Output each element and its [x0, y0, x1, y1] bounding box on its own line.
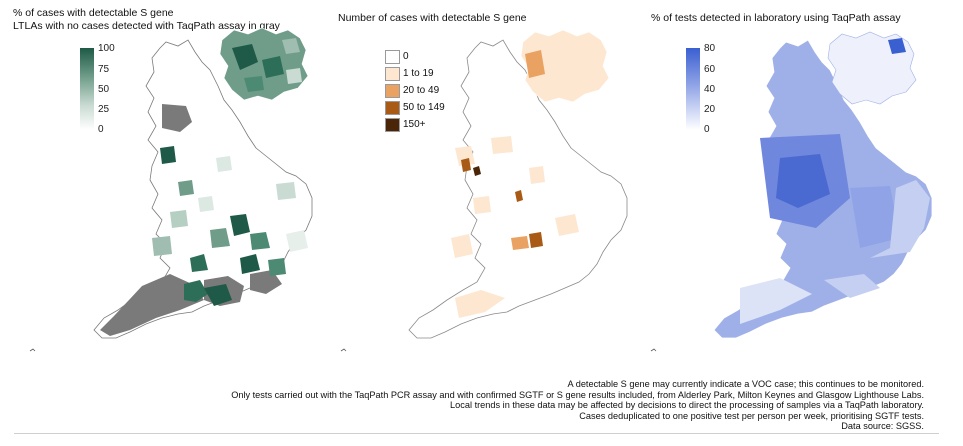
footnote-voc: A detectable S gene may currently indica… [567, 379, 924, 389]
footnote-taqpath-scope: Only tests carried out with the TaqPath … [231, 389, 924, 400]
panel-2-map [408, 29, 628, 339]
panel-1-regions [100, 104, 308, 336]
panel-1-legend [80, 48, 94, 130]
panel-3-legend-tick-0: 0 [704, 124, 710, 135]
panel-1-map [93, 27, 313, 339]
panel-2-legend-label-4: 150+ [403, 119, 426, 130]
panel-2-legend-label-3: 50 to 149 [403, 102, 445, 113]
panel-3-legend-tick-20: 20 [704, 104, 716, 115]
panel-1-title-line-2: LTLAs with no cases detected with TaqPat… [13, 20, 280, 32]
panel-1-title: % of cases with detectable S gene LTLAs … [13, 7, 280, 33]
panel-3-london-inset [827, 31, 917, 105]
panel-3-map [713, 31, 933, 339]
panel-3-title-line-1: % of tests detected in laboratory using … [651, 12, 901, 24]
panel-2-legend-swatch-2 [385, 84, 400, 98]
panel-2-legend-swatch-3 [385, 101, 400, 115]
panel-1-legend-tick-100: 100 [98, 43, 115, 54]
footnote-data-source: Data source: SGSS. [841, 421, 924, 431]
panel-1-title-line-1: % of cases with detectable S gene [13, 7, 174, 19]
panel-3-title: % of tests detected in laboratory using … [651, 12, 901, 25]
panel-1-london-inset [219, 27, 309, 101]
panel-2-legend-label-1: 1 to 19 [403, 68, 434, 79]
panel-2-london-inset [520, 29, 610, 103]
panel-2-legend-swatch-0 [385, 50, 400, 64]
panel-2-title-line-1: Number of cases with detectable S gene [338, 12, 527, 24]
panel-1-legend-colorbar [80, 48, 94, 130]
island-marks [29, 348, 657, 352]
panel-3-legend-tick-80: 80 [704, 43, 716, 54]
panel-2-legend-swatch-4 [385, 118, 400, 132]
panel-2-legend-label-2: 20 to 49 [403, 85, 440, 96]
panel-3-regions [740, 134, 930, 324]
bottom-divider [14, 433, 939, 434]
panel-3-legend-tick-60: 60 [704, 64, 716, 75]
footnote-local-trends: Local trends in these data may be affect… [450, 400, 924, 410]
panel-1-legend-tick-75: 75 [98, 64, 110, 75]
panel-2-legend-label-0: 0 [403, 51, 409, 62]
panel-3-legend-tick-40: 40 [704, 84, 716, 95]
panel-1-legend-tick-50: 50 [98, 84, 110, 95]
panel-3-legend-colorbar [686, 48, 700, 130]
footnote-deduplication: Cases deduplicated to one positive test … [579, 410, 924, 421]
panel-2-title: Number of cases with detectable S gene [338, 12, 527, 25]
panel-1-legend-tick-25: 25 [98, 104, 110, 115]
panel-3-legend [686, 48, 700, 130]
panel-1-legend-tick-0: 0 [98, 124, 104, 135]
panel-2-legend-swatch-1 [385, 67, 400, 81]
footnotes: A detectable S gene may currently indica… [231, 379, 924, 432]
panel-2-regions [451, 136, 579, 318]
